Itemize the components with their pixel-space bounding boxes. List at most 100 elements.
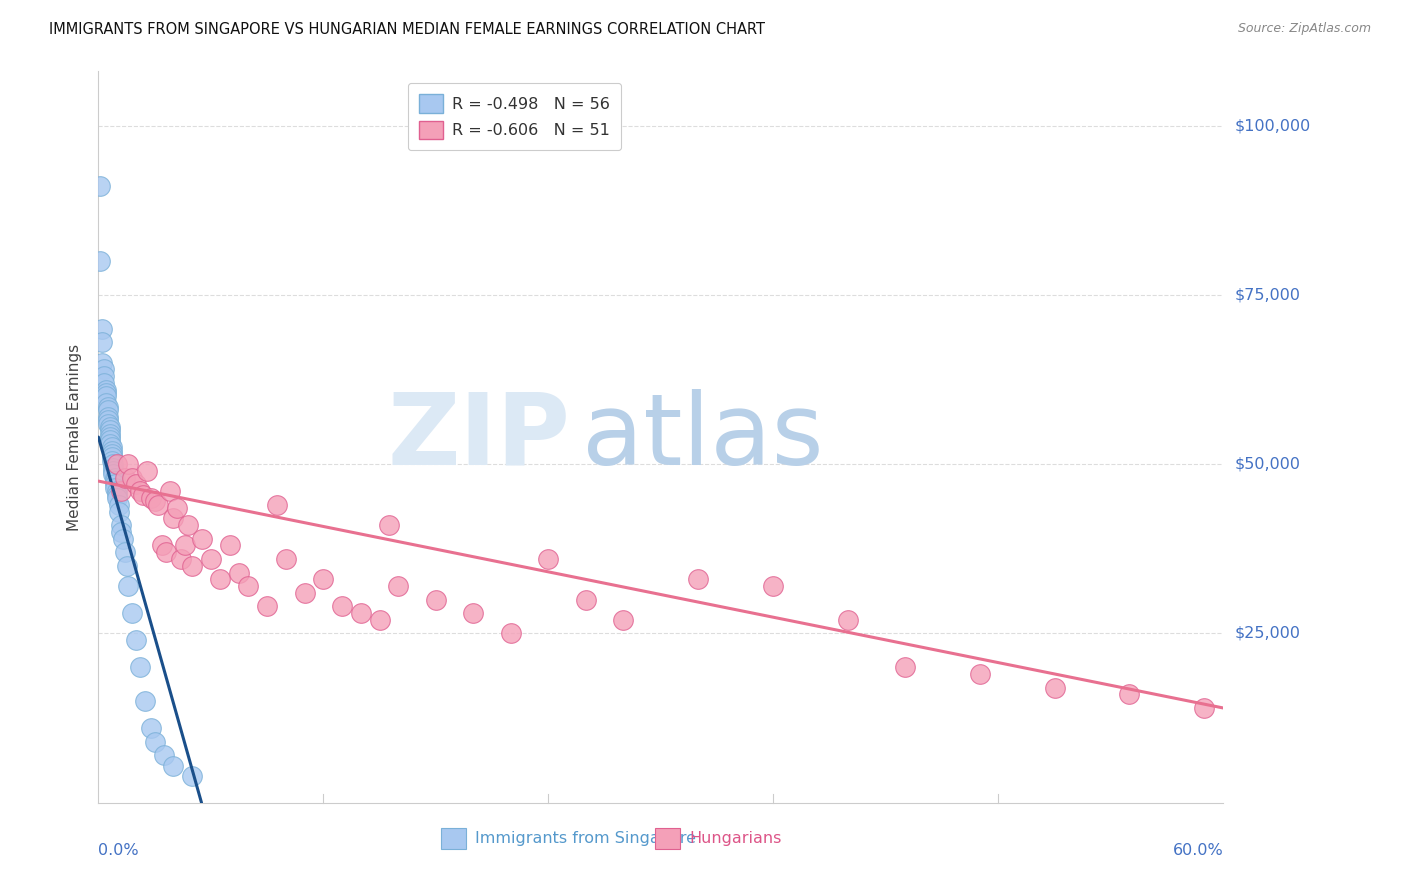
Y-axis label: Median Female Earnings: Median Female Earnings: [67, 343, 83, 531]
Point: [155, 545, 177, 559]
Point: [117, 457, 139, 471]
Text: Immigrants from Singapore: Immigrants from Singapore: [475, 831, 696, 847]
Point: [97, 413, 120, 427]
Point: [893, 660, 915, 674]
Point: [91, 355, 114, 369]
Point: [98, 430, 121, 444]
Point: [425, 592, 447, 607]
Point: [98, 434, 121, 448]
Point: [274, 552, 297, 566]
Point: [125, 633, 148, 648]
Point: [378, 518, 401, 533]
Point: [104, 471, 127, 485]
Point: [177, 518, 200, 533]
Point: [143, 735, 166, 749]
Point: [969, 667, 991, 681]
Point: [200, 552, 222, 566]
Point: [190, 532, 212, 546]
Point: [93, 362, 115, 376]
Point: [103, 457, 125, 471]
Point: [103, 467, 125, 482]
Point: [499, 626, 522, 640]
Point: [97, 409, 120, 424]
Point: [159, 484, 181, 499]
Point: [1194, 701, 1216, 715]
Point: [89, 254, 111, 268]
Point: [91, 322, 114, 336]
FancyBboxPatch shape: [655, 829, 681, 849]
Point: [100, 450, 122, 465]
Text: Source: ZipAtlas.com: Source: ZipAtlas.com: [1237, 22, 1371, 36]
Text: ZIP: ZIP: [388, 389, 571, 485]
Text: 60.0%: 60.0%: [1173, 843, 1223, 858]
Point: [98, 426, 121, 441]
Point: [266, 498, 288, 512]
Point: [368, 613, 391, 627]
Point: [103, 460, 125, 475]
Point: [312, 572, 335, 586]
Point: [98, 420, 121, 434]
Point: [181, 769, 204, 783]
Point: [181, 558, 204, 573]
Point: [837, 613, 859, 627]
Point: [228, 566, 250, 580]
Text: IMMIGRANTS FROM SINGAPORE VS HUNGARIAN MEDIAN FEMALE EARNINGS CORRELATION CHART: IMMIGRANTS FROM SINGAPORE VS HUNGARIAN M…: [49, 22, 765, 37]
Point: [117, 579, 139, 593]
Point: [110, 524, 132, 539]
Point: [105, 491, 128, 505]
Point: [238, 579, 260, 593]
Point: [128, 660, 150, 674]
Point: [350, 606, 373, 620]
Point: [136, 464, 159, 478]
Text: $75,000: $75,000: [1234, 287, 1301, 302]
Point: [89, 179, 111, 194]
Point: [209, 572, 232, 586]
Point: [100, 454, 122, 468]
Point: [114, 545, 136, 559]
Point: [94, 396, 117, 410]
Point: [108, 505, 131, 519]
Point: [94, 383, 117, 397]
Point: [537, 552, 560, 566]
Point: [143, 494, 166, 508]
Point: [111, 532, 134, 546]
Point: [256, 599, 278, 614]
Point: [575, 592, 598, 607]
Point: [105, 484, 128, 499]
Point: [115, 558, 138, 573]
Point: [121, 606, 143, 620]
Point: [139, 491, 162, 505]
Point: [104, 477, 127, 491]
Point: [150, 538, 173, 552]
Point: [110, 484, 132, 499]
Point: [1043, 681, 1066, 695]
Point: [108, 498, 131, 512]
Point: [148, 498, 170, 512]
Text: $50,000: $50,000: [1234, 457, 1301, 472]
Text: atlas: atlas: [582, 389, 824, 485]
Text: $100,000: $100,000: [1234, 118, 1310, 133]
Point: [105, 457, 128, 471]
Point: [97, 400, 120, 414]
Point: [121, 471, 143, 485]
Text: Hungarians: Hungarians: [689, 831, 782, 847]
Point: [93, 376, 115, 390]
Point: [162, 758, 184, 772]
Point: [105, 488, 128, 502]
Point: [170, 552, 193, 566]
Point: [104, 481, 127, 495]
Point: [139, 721, 162, 735]
Point: [134, 694, 156, 708]
Point: [100, 443, 122, 458]
Point: [612, 613, 634, 627]
Point: [132, 488, 155, 502]
Point: [762, 579, 785, 593]
Point: [173, 538, 195, 552]
Point: [98, 437, 121, 451]
Point: [94, 386, 117, 401]
Point: [153, 748, 176, 763]
Point: [98, 423, 121, 437]
Text: 0.0%: 0.0%: [98, 843, 139, 858]
Point: [330, 599, 353, 614]
Point: [97, 403, 120, 417]
